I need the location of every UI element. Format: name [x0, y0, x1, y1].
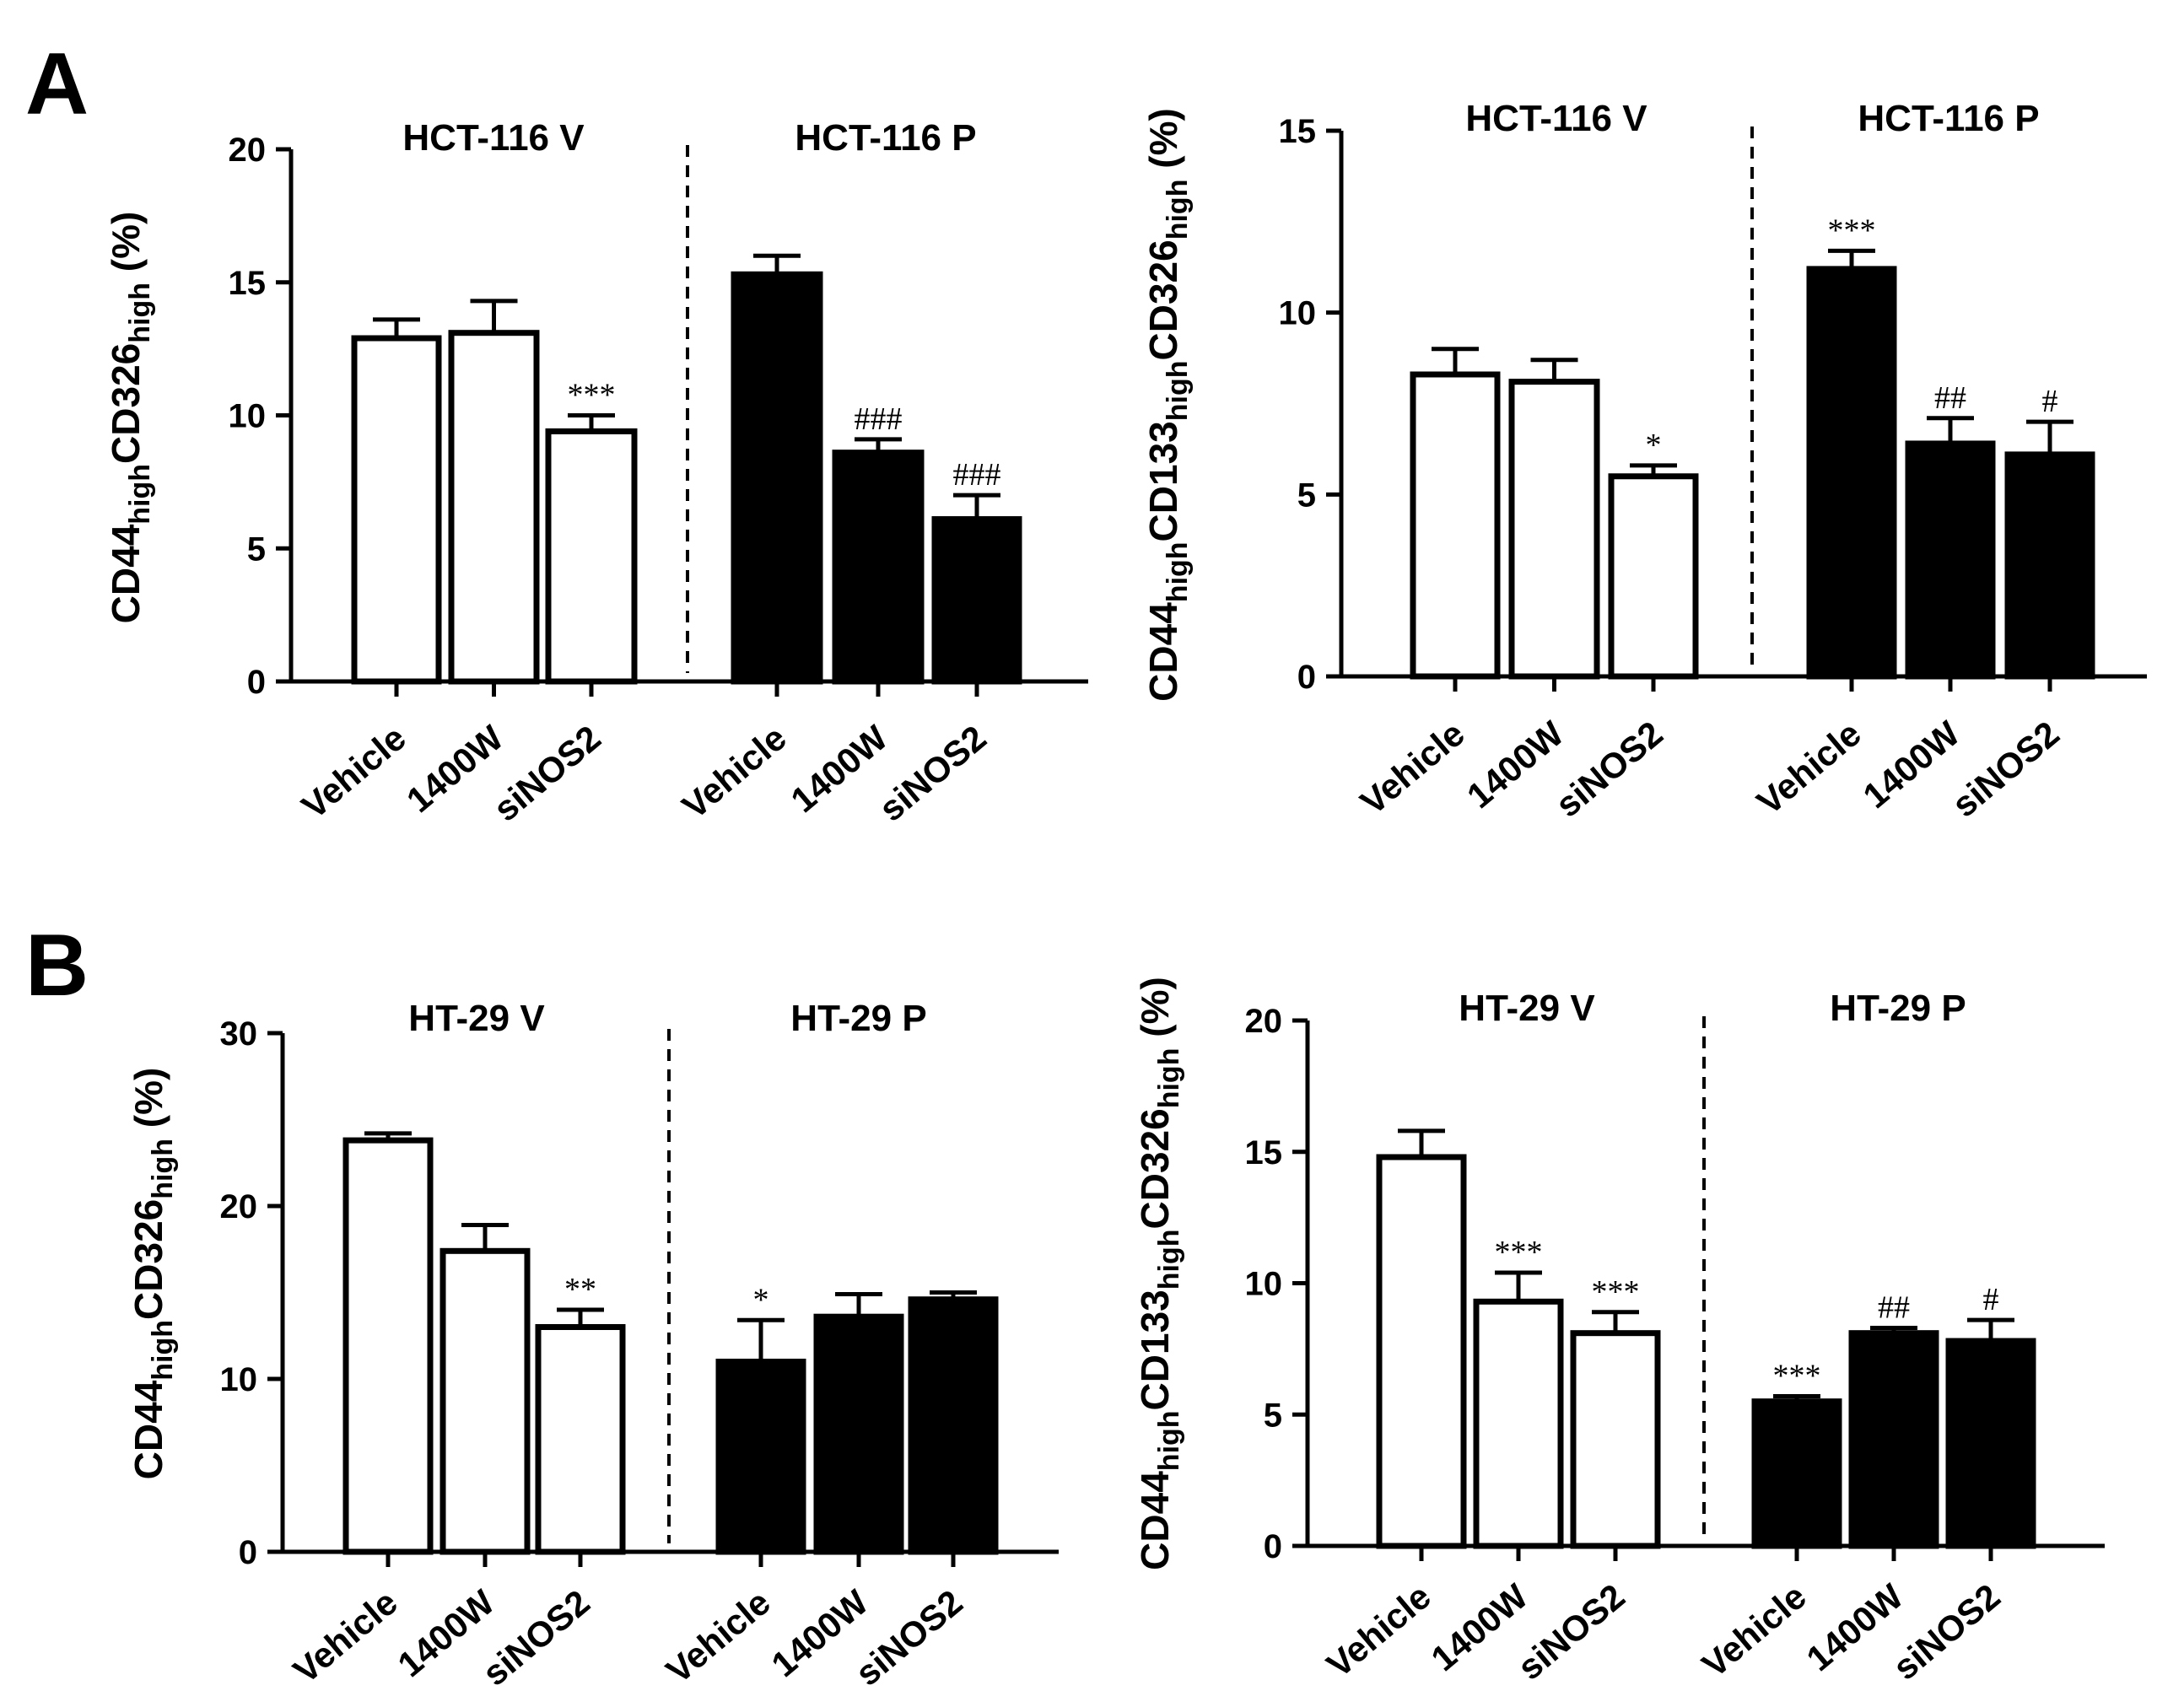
significance-label: ###	[855, 401, 903, 437]
bar-hct-116-p-1400w	[1905, 440, 1996, 680]
significance-label: ***	[1495, 1235, 1543, 1270]
category-label: Vehicle	[1695, 1576, 1814, 1685]
bar-hct-116-p-vehicle	[1806, 266, 1897, 680]
y-tick-label: 20	[220, 1188, 258, 1225]
bar-ht-29-v-vehicle	[1376, 1154, 1467, 1549]
y-tick-label: 10	[1245, 1266, 1283, 1303]
category-label: siNOS2	[871, 718, 994, 829]
y-tick-label: 10	[229, 398, 267, 435]
category-label: siNOS2	[486, 718, 608, 829]
bar-ht-29-p-1400w	[813, 1313, 904, 1555]
category-label: Vehicle	[1319, 1576, 1438, 1685]
category-label: siNOS2	[1885, 1576, 2008, 1688]
significance-label: ***	[1773, 1358, 1821, 1393]
bar-ht-29-p-vehicle	[715, 1359, 806, 1555]
chart-3: 0 10 20 30 CD44highCD326high (%) HT-29 V Vehic…	[127, 998, 1059, 1694]
y-tick-label: 10	[1279, 295, 1317, 332]
category-label: siNOS2	[1944, 713, 2067, 825]
bar-ht-29-v-1400w	[1473, 1298, 1564, 1549]
category-label: siNOS2	[848, 1582, 970, 1694]
category-label: Vehicle	[659, 1582, 778, 1691]
bar-ht-29-p-1400w	[1848, 1330, 1939, 1549]
bar-hct-116-p-1400w	[832, 450, 925, 685]
y-tick-label: 20	[229, 132, 267, 169]
group-title: HT-29 V	[408, 998, 545, 1039]
significance-label: *	[753, 1282, 769, 1317]
y-tick-label: 0	[247, 664, 266, 701]
bar-hct-116-v-vehicle	[351, 335, 442, 685]
bar-hct-116-v-sinos2	[1608, 473, 1699, 680]
y-tick-label: 0	[1264, 1528, 1282, 1565]
bar-hct-116-v-1400w	[1508, 379, 1600, 680]
chart-1: 0 5 10 15 20 CD44highCD326high (%) HCT-116 V Ve…	[104, 117, 1088, 829]
y-tick-label: 15	[1279, 113, 1317, 150]
bar-ht-29-p-sinos2	[908, 1296, 999, 1555]
panel-letter-a: A	[25, 35, 89, 133]
bar-hct-116-v-sinos2	[545, 428, 638, 685]
bar-hct-116-p-vehicle	[731, 271, 823, 685]
y-tick-label: 30	[220, 1015, 258, 1053]
bar-hct-116-v-1400w	[448, 330, 540, 685]
group-title: HT-29 P	[790, 998, 926, 1039]
significance-label: ###	[953, 457, 1001, 493]
category-label: siNOS2	[475, 1582, 597, 1694]
chart-4: 0 5 10 15 20 CD44highCD133highCD326high (%) HT…	[1133, 977, 2105, 1688]
y-tick-label: 5	[247, 530, 266, 568]
significance-label: ***	[568, 378, 616, 413]
significance-label: **	[564, 1272, 596, 1307]
charts: 0 5 10 15 20 CD44highCD326high (%) HCT-116 V Ve…	[104, 98, 2147, 1694]
bar-ht-29-p-sinos2	[1945, 1338, 2036, 1549]
y-axis-label: CD44highCD326high (%)	[104, 212, 156, 624]
y-tick-label: 5	[1264, 1397, 1282, 1434]
bar-ht-29-v-sinos2	[535, 1324, 626, 1555]
y-axis-label: CD44highCD326high (%)	[127, 1068, 179, 1480]
significance-label: ##	[1934, 380, 1966, 416]
group-title: HCT-116 P	[1858, 98, 2039, 139]
group-title: HT-29 V	[1459, 988, 1595, 1029]
y-tick-label: 10	[220, 1361, 258, 1398]
group-title: HCT-116 V	[402, 117, 585, 159]
bar-ht-29-v-sinos2	[1570, 1330, 1661, 1549]
category-label: Vehicle	[294, 718, 413, 827]
significance-label: #	[1983, 1282, 1999, 1317]
bar-ht-29-p-vehicle	[1751, 1398, 1842, 1549]
y-tick-label: 20	[1245, 1003, 1283, 1040]
bar-hct-116-p-sinos2	[931, 516, 1022, 685]
group-title: HT-29 P	[1830, 988, 1966, 1029]
bar-hct-116-p-sinos2	[2004, 451, 2095, 680]
significance-label: ***	[1592, 1274, 1640, 1310]
category-label: Vehicle	[286, 1582, 405, 1691]
y-axis-label: CD44highCD133highCD326high (%)	[1141, 108, 1194, 702]
y-tick-label: 5	[1297, 477, 1316, 514]
significance-label: *	[1646, 428, 1662, 463]
category-label: Vehicle	[675, 718, 794, 827]
group-title: HCT-116 V	[1465, 98, 1647, 139]
significance-label: ***	[1828, 213, 1876, 248]
significance-label: #	[2042, 384, 2058, 419]
y-tick-label: 15	[1245, 1134, 1283, 1171]
category-label: siNOS2	[1548, 713, 1670, 825]
category-label: siNOS2	[1510, 1576, 1632, 1688]
category-label: Vehicle	[1750, 713, 1869, 822]
category-label: Vehicle	[1353, 713, 1472, 822]
chart-2: 0 5 10 15 CD44highCD133highCD326high (%) HCT-…	[1141, 98, 2147, 825]
y-tick-label: 0	[239, 1534, 257, 1571]
bar-ht-29-v-1400w	[439, 1247, 531, 1555]
panel-letter-b: B	[25, 917, 89, 1015]
y-axis-label: CD44highCD133highCD326high (%)	[1133, 977, 1185, 1570]
y-tick-label: 0	[1297, 659, 1316, 696]
y-tick-label: 15	[229, 265, 267, 302]
significance-label: ##	[1878, 1290, 1910, 1325]
bar-hct-116-v-vehicle	[1410, 371, 1501, 680]
group-title: HCT-116 P	[795, 117, 976, 159]
bar-ht-29-v-vehicle	[342, 1137, 434, 1555]
